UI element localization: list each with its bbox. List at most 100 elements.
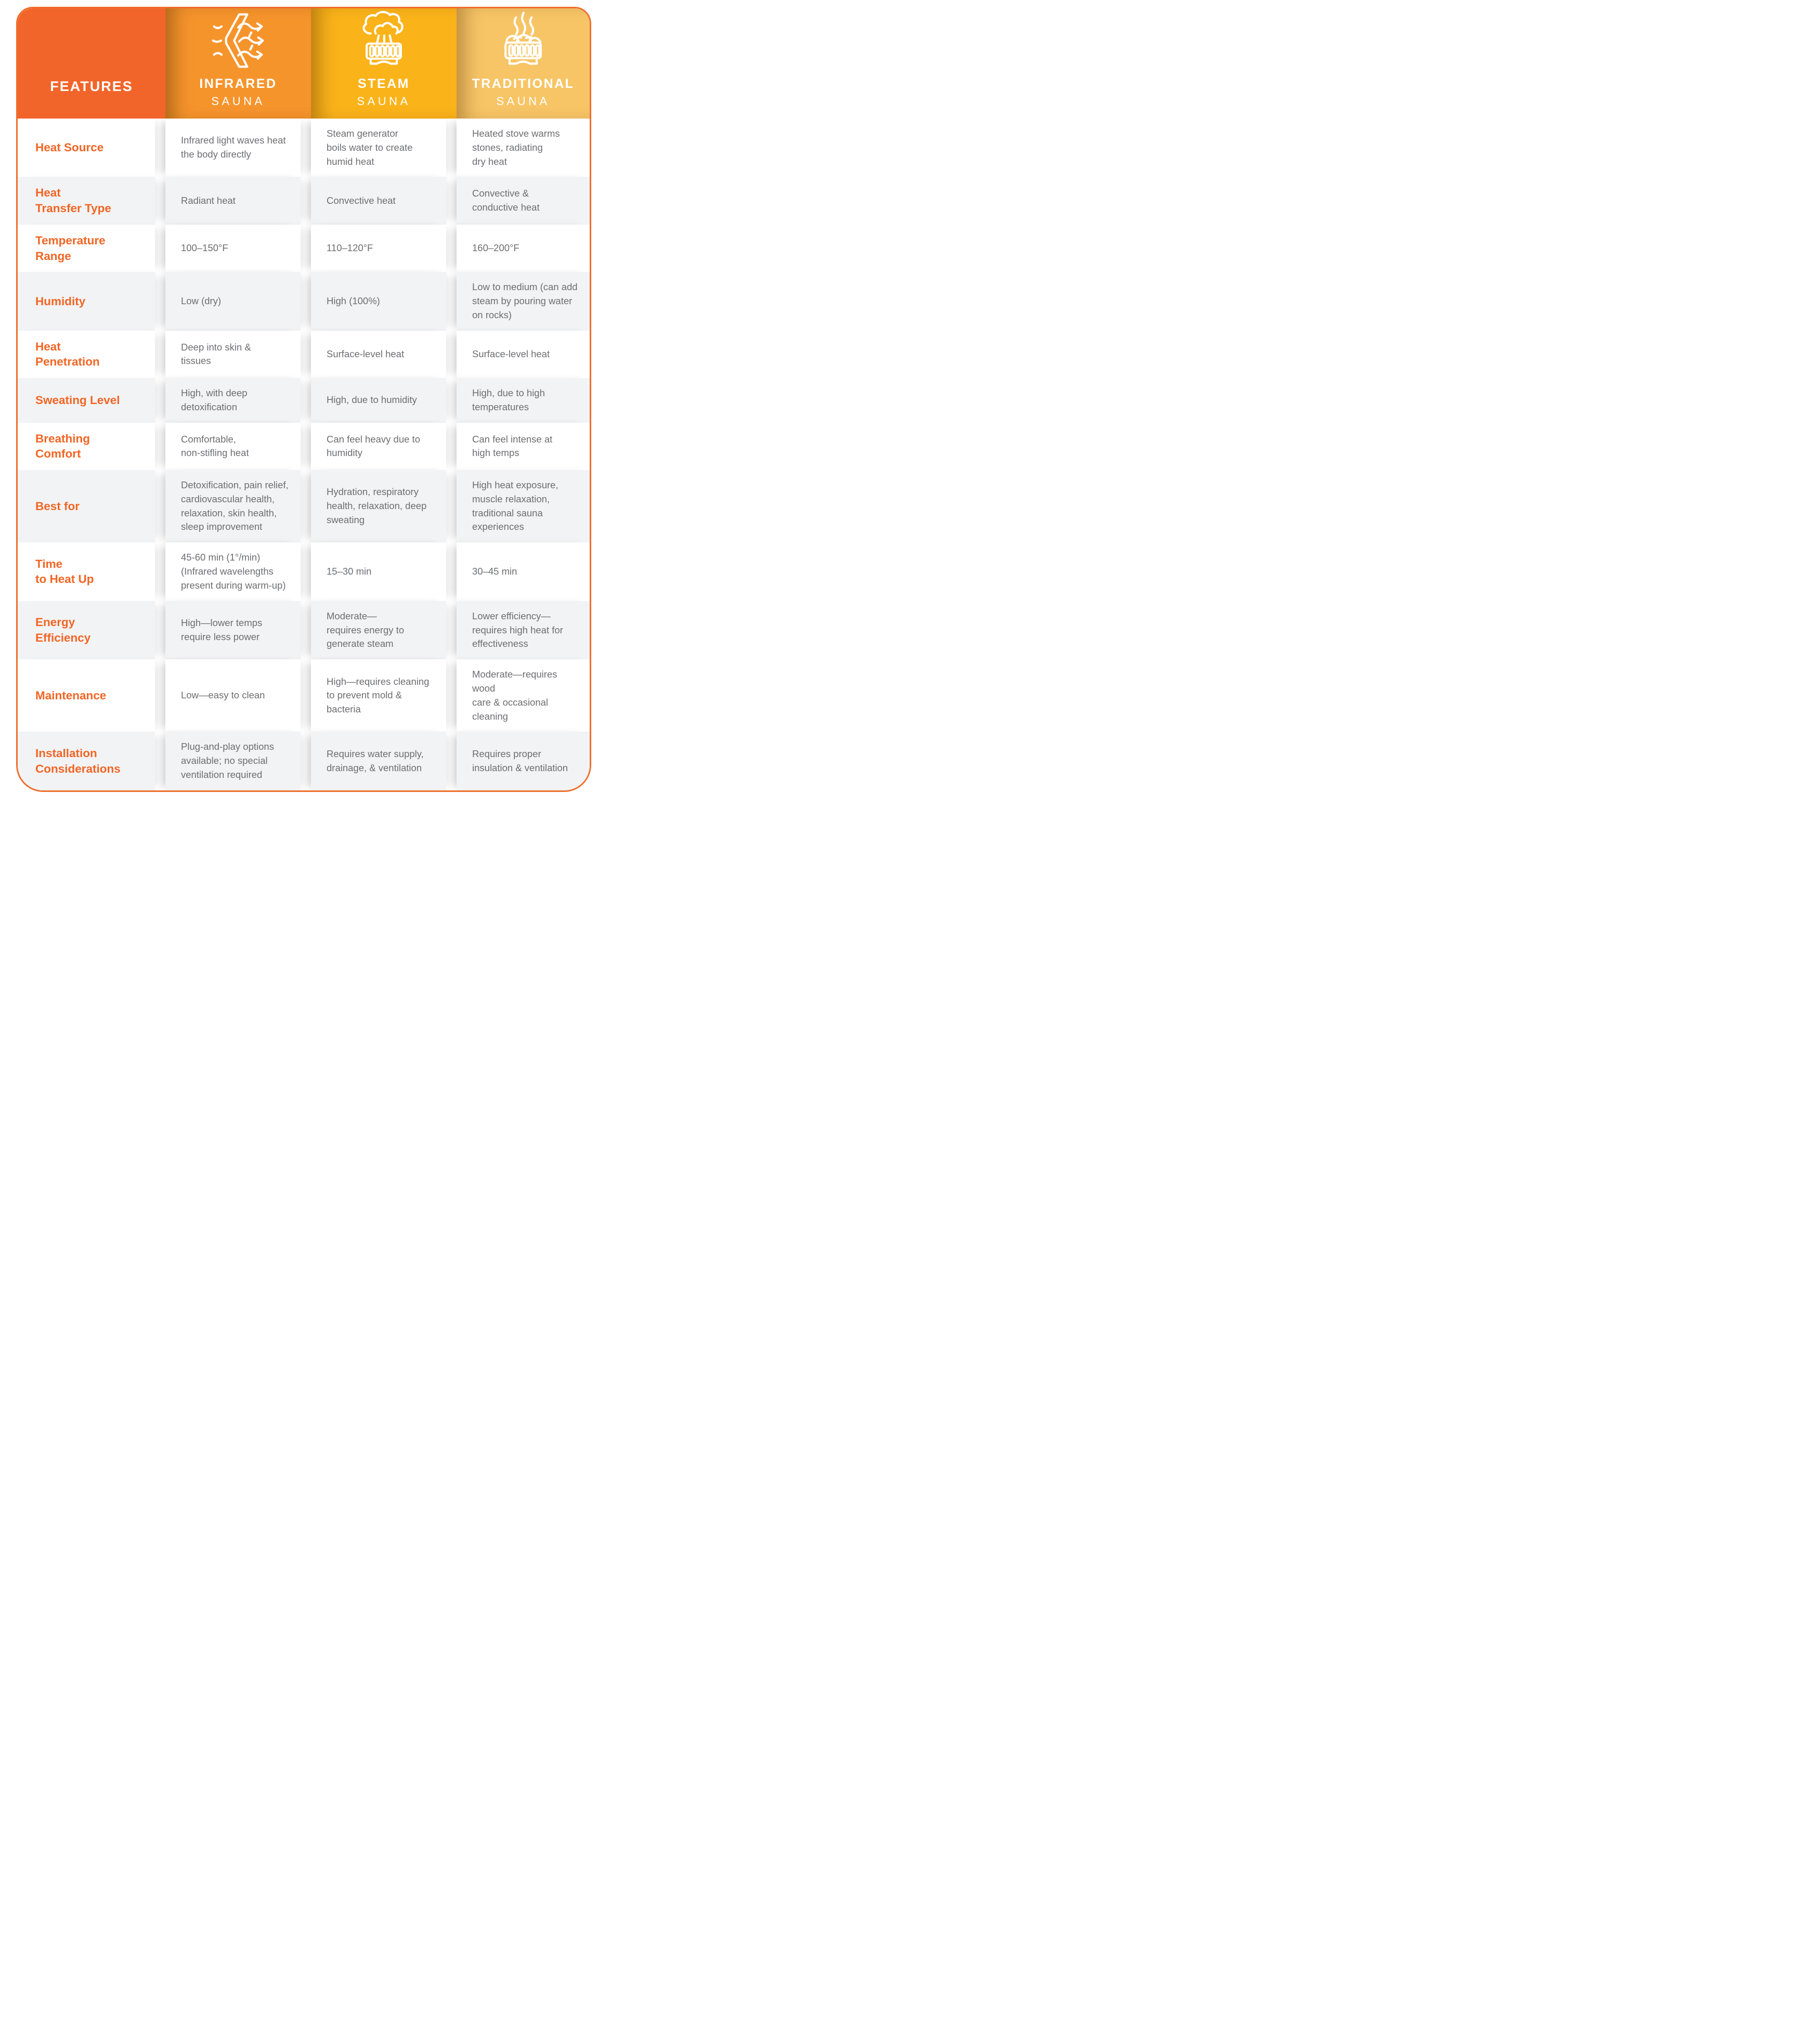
cell-text: High—lower temps require less power bbox=[181, 617, 263, 642]
value-cell: Comfortable, non-stifling heat bbox=[165, 422, 301, 470]
value-cell: High, with deep detoxification bbox=[165, 378, 301, 423]
value-cell: Heated stove warms stones, radiating dry… bbox=[457, 119, 590, 177]
cell-text: High (100%) bbox=[327, 295, 380, 306]
value-cell: 15–30 min bbox=[311, 542, 446, 601]
cell-text: Infrared light waves heat the body direc… bbox=[181, 135, 286, 160]
cell-text: Moderate— requires energy to generate st… bbox=[327, 610, 405, 649]
feature-cell-breathing-comfort: Breathing Comfort bbox=[18, 422, 155, 470]
feature-cell-heat-penetration: Heat Penetration bbox=[18, 330, 155, 378]
value-cell: Deep into skin & tissues bbox=[165, 330, 301, 378]
feature-cell-temperature-range: Temperature Range bbox=[18, 224, 155, 272]
features-header-label: FEATURES bbox=[50, 79, 133, 94]
header-traditional-sauna: TRADITIONAL SAUNA bbox=[457, 8, 590, 119]
feature-cell-heat-transfer-type: Heat Transfer Type bbox=[18, 177, 155, 225]
value-cell: Can feel heavy due to humidity bbox=[311, 422, 446, 470]
feature-cell-humidity: Humidity bbox=[18, 272, 155, 331]
cell-text: High—requires cleaning to prevent mold &… bbox=[327, 675, 430, 715]
feature-label: Installation Considerations bbox=[35, 746, 121, 775]
value-cell: 30–45 min bbox=[457, 542, 590, 601]
value-cell: High, due to humidity bbox=[311, 378, 446, 423]
cell-text: 100–150°F bbox=[181, 242, 228, 254]
value-cell: Detoxification, pain relief, cardiovascu… bbox=[165, 470, 301, 543]
feature-label: Temperature Range bbox=[35, 233, 106, 263]
value-cell: 110–120°F bbox=[311, 224, 446, 272]
feature-label: Heat Source bbox=[35, 141, 104, 154]
feature-label: Heat Transfer Type bbox=[35, 186, 111, 215]
feature-label: Best for bbox=[35, 499, 80, 513]
value-cell: Low—easy to clean bbox=[165, 659, 301, 732]
feature-label: Heat Penetration bbox=[35, 340, 100, 369]
cell-text: Can feel intense at high temps bbox=[472, 433, 553, 459]
value-cell: Radiant heat bbox=[165, 177, 301, 225]
value-cell: High—requires cleaning to prevent mold &… bbox=[311, 659, 446, 732]
cell-text: Comfortable, non-stifling heat bbox=[181, 433, 249, 459]
value-cell: High (100%) bbox=[311, 272, 446, 331]
feature-cell-sweating-level: Sweating Level bbox=[18, 378, 155, 423]
cell-text: Surface-level heat bbox=[327, 348, 405, 359]
feature-cell-maintenance: Maintenance bbox=[18, 659, 155, 732]
cell-text: 110–120°F bbox=[327, 242, 373, 254]
cell-text: Steam generator boils water to create hu… bbox=[327, 128, 413, 167]
cell-text: 160–200°F bbox=[472, 242, 519, 254]
cell-text: High, with deep detoxification bbox=[181, 387, 248, 412]
cell-text: Heated stove warms stones, radiating dry… bbox=[472, 128, 560, 167]
cell-text: Deep into skin & tissues bbox=[181, 341, 251, 367]
infrared-panel-waves-icon bbox=[208, 10, 268, 71]
cell-text: Requires proper insulation & ventilation bbox=[472, 748, 568, 773]
value-cell: 160–200°F bbox=[457, 224, 590, 272]
column-subtitle: SAUNA bbox=[357, 95, 411, 108]
cell-text: High, due to high temperatures bbox=[472, 387, 545, 412]
feature-cell-heat-source: Heat Source bbox=[18, 119, 155, 177]
value-cell: Requires proper insulation & ventilation bbox=[457, 732, 590, 790]
cell-text: Convective & conductive heat bbox=[472, 188, 540, 213]
header-features: FEATURES bbox=[18, 8, 165, 119]
cell-text: Plug-and-play options available; no spec… bbox=[181, 741, 274, 780]
column-title: INFRARED bbox=[199, 76, 277, 91]
cell-text: High, due to humidity bbox=[327, 394, 417, 406]
value-cell: Low to medium (can add steam by pouring … bbox=[457, 272, 590, 331]
value-cell: High—lower temps require less power bbox=[165, 601, 301, 660]
value-cell: Convective heat bbox=[311, 177, 446, 225]
feature-label: Energy Efficiency bbox=[35, 616, 91, 644]
value-cell: High heat exposure, muscle relaxation, t… bbox=[457, 470, 590, 543]
steam-generator-cloud-icon bbox=[354, 10, 414, 71]
feature-cell-time-to-heat-up: Time to Heat Up bbox=[18, 542, 155, 601]
value-cell: Can feel intense at high temps bbox=[457, 422, 590, 470]
value-cell: Moderate—requires wood care & occasional… bbox=[457, 659, 590, 732]
cell-text: Hydration, respiratory health, relaxatio… bbox=[327, 486, 427, 526]
feature-label: Time to Heat Up bbox=[35, 557, 94, 586]
value-cell: Moderate— requires energy to generate st… bbox=[311, 601, 446, 660]
cell-text: Low (dry) bbox=[181, 295, 222, 306]
cell-text: Lower efficiency— requires high heat for… bbox=[472, 610, 563, 649]
value-cell: Surface-level heat bbox=[457, 330, 590, 378]
column-title: STEAM bbox=[358, 76, 410, 91]
value-cell: 100–150°F bbox=[165, 224, 301, 272]
value-cell: Infrared light waves heat the body direc… bbox=[165, 119, 301, 177]
value-cell: 45-60 min (1°/min) (Infrared wavelengths… bbox=[165, 542, 301, 601]
cell-text: Radiant heat bbox=[181, 194, 236, 206]
sauna-stove-stones-icon bbox=[493, 10, 553, 71]
column-subtitle: SAUNA bbox=[211, 95, 265, 108]
value-cell: Steam generator boils water to create hu… bbox=[311, 119, 446, 177]
column-title: TRADITIONAL bbox=[472, 76, 575, 91]
feature-label: Maintenance bbox=[35, 688, 107, 702]
sauna-comparison-infographic: FEATURES bbox=[0, 0, 607, 808]
value-cell: Convective & conductive heat bbox=[457, 177, 590, 225]
cell-text: 30–45 min bbox=[472, 566, 517, 577]
column-subtitle: SAUNA bbox=[496, 95, 550, 108]
cell-text: High heat exposure, muscle relaxation, t… bbox=[472, 479, 558, 532]
header-steam-sauna: STEAM SAUNA bbox=[311, 8, 457, 119]
feature-cell-best-for: Best for bbox=[18, 470, 155, 543]
cell-text: Moderate—requires wood care & occasional… bbox=[472, 669, 557, 722]
value-cell: Hydration, respiratory health, relaxatio… bbox=[311, 470, 446, 543]
cell-text: Convective heat bbox=[327, 194, 396, 206]
value-cell: Requires water supply, drainage, & venti… bbox=[311, 732, 446, 790]
feature-label: Sweating Level bbox=[35, 393, 120, 407]
cell-text: 45-60 min (1°/min) (Infrared wavelengths… bbox=[181, 552, 286, 591]
cell-text: Can feel heavy due to humidity bbox=[327, 433, 420, 459]
feature-label: Humidity bbox=[35, 294, 86, 308]
cell-text: Detoxification, pain relief, cardiovascu… bbox=[181, 479, 289, 532]
cell-text: Low to medium (can add steam by pouring … bbox=[472, 281, 578, 320]
cell-text: 15–30 min bbox=[327, 566, 372, 577]
header-infrared-sauna: INFRARED SAUNA bbox=[165, 8, 311, 119]
